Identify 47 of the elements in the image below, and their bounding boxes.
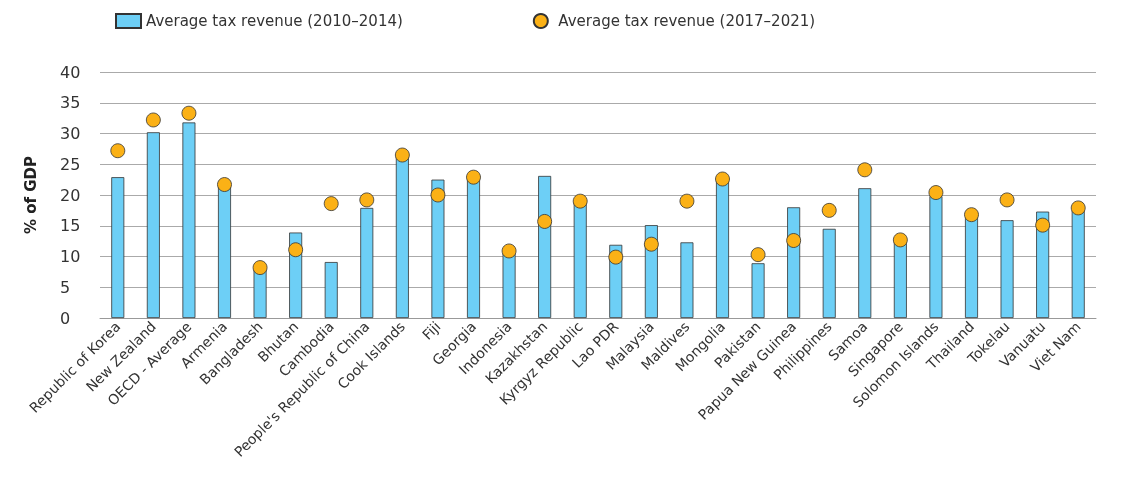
point xyxy=(466,169,481,185)
bar xyxy=(1000,220,1014,318)
y-tick-label: 20 xyxy=(60,185,81,205)
point xyxy=(928,185,944,200)
point xyxy=(501,243,517,259)
bar xyxy=(858,188,872,318)
y-tick-label: 40 xyxy=(60,62,81,82)
y-tick-label: 5 xyxy=(60,277,71,297)
bar xyxy=(822,228,836,318)
point xyxy=(1035,217,1051,233)
point xyxy=(821,202,837,218)
bar xyxy=(680,242,694,318)
point xyxy=(679,193,695,209)
point xyxy=(537,214,553,229)
point xyxy=(110,143,126,159)
point xyxy=(572,193,588,209)
y-axis-title: % of GDP xyxy=(21,155,40,235)
point xyxy=(1070,200,1086,216)
point xyxy=(608,249,624,265)
y-tick-label: 30 xyxy=(60,124,81,143)
y-tick-label: 10 xyxy=(60,247,81,266)
point xyxy=(643,236,659,252)
y-tick-label: 0 xyxy=(60,308,71,328)
bar xyxy=(324,262,338,318)
y-tick-label: 35 xyxy=(60,93,81,113)
y-tick-label: 15 xyxy=(60,216,81,236)
legend-label: Average tax revenue (2010–2014) xyxy=(146,12,403,30)
y-tick-label: 25 xyxy=(60,154,81,174)
point xyxy=(394,147,410,163)
point xyxy=(999,192,1015,208)
legend-label: Average tax revenue (2017–2021) xyxy=(558,12,816,30)
point xyxy=(217,177,232,192)
point xyxy=(323,196,339,212)
point xyxy=(359,192,375,208)
point xyxy=(857,162,873,178)
bar xyxy=(146,132,160,318)
point xyxy=(786,233,802,248)
point xyxy=(892,232,908,248)
point xyxy=(750,247,766,263)
point xyxy=(288,242,304,258)
point xyxy=(715,171,730,187)
point xyxy=(964,207,979,223)
bar xyxy=(538,175,552,318)
point xyxy=(252,260,268,275)
point xyxy=(145,112,161,128)
bar xyxy=(111,177,125,318)
point xyxy=(181,105,197,121)
